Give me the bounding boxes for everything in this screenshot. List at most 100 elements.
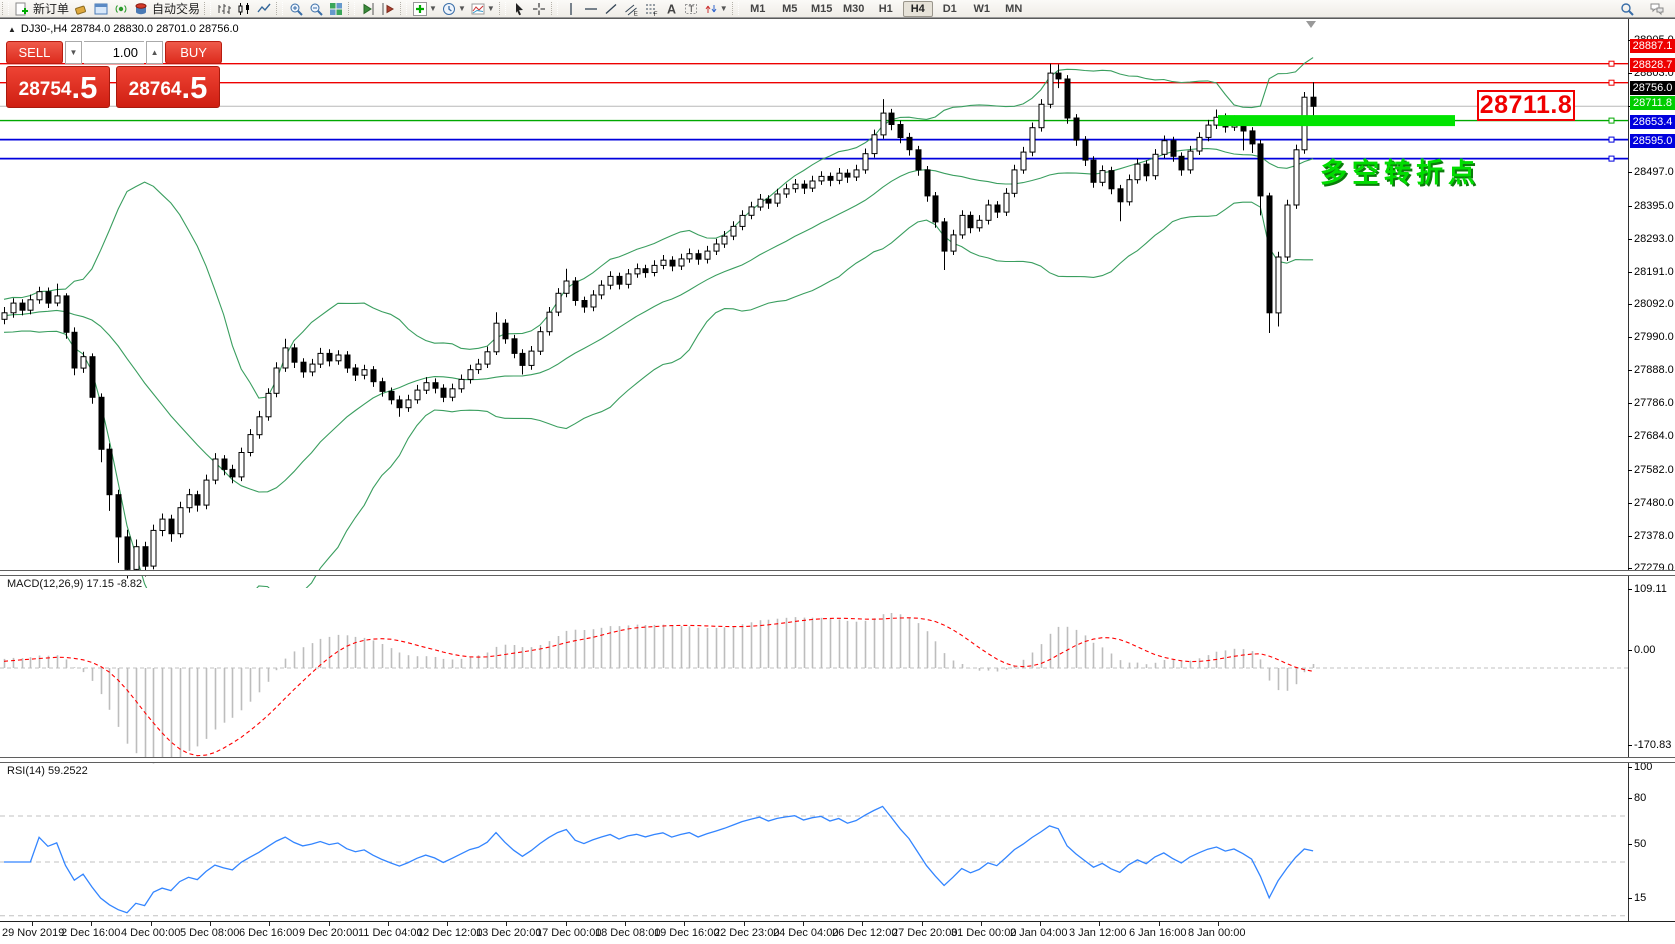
buy-price-button[interactable]: 28764.5 bbox=[116, 66, 220, 108]
timeframe-M5-button[interactable]: M5 bbox=[782, 2, 798, 15]
toolbar-grip[interactable] bbox=[498, 2, 506, 15]
timeframe-M30-button[interactable]: M30 bbox=[843, 2, 865, 15]
new-order-label: 新订单 bbox=[33, 2, 70, 16]
time-tick-label: 6 Jan 16:00 bbox=[1129, 927, 1187, 939]
chart-shift-icon bbox=[382, 2, 395, 15]
dropdown-arrow-icon[interactable]: ▼ bbox=[429, 4, 437, 13]
toolbar-grip[interactable] bbox=[348, 2, 356, 15]
add-indicator-button[interactable]: ▼ bbox=[410, 1, 439, 17]
tile-windows-button[interactable] bbox=[326, 1, 346, 17]
chat-button[interactable] bbox=[1647, 1, 1667, 17]
timeframe-H4-button[interactable]: H4 bbox=[902, 0, 933, 17]
price-tick-label: 27378.0 bbox=[1634, 530, 1674, 542]
label-button[interactable]: T bbox=[681, 1, 701, 17]
rsi-axis-label: 50 bbox=[1634, 838, 1647, 850]
crosshair-button[interactable] bbox=[529, 1, 549, 17]
vline-button[interactable] bbox=[561, 1, 581, 17]
trendline-icon bbox=[605, 3, 617, 14]
price-tick-mark bbox=[1628, 239, 1632, 240]
time-tick-label: 22 Dec 23:00 bbox=[714, 927, 780, 939]
dropdown-arrow-icon[interactable]: ▼ bbox=[457, 4, 466, 13]
price-badge: 28828.7 bbox=[1630, 58, 1675, 72]
timeframe-D1-button[interactable]: D1 bbox=[942, 2, 957, 15]
price-annotation-box[interactable]: 28711.8 bbox=[1477, 90, 1575, 121]
time-tick-mark bbox=[1159, 922, 1160, 926]
timeframe-MN-button[interactable]: MN bbox=[1005, 2, 1023, 15]
chart-shift-button[interactable] bbox=[378, 1, 398, 17]
trendline-button[interactable] bbox=[601, 1, 621, 17]
time-tick-label: 2 Dec 16:00 bbox=[61, 927, 121, 939]
search-icon bbox=[1621, 2, 1634, 16]
timeframe-H1-button[interactable]: H1 bbox=[878, 2, 893, 15]
search-button[interactable] bbox=[1617, 1, 1637, 17]
price-tick-label: 27684.0 bbox=[1634, 430, 1674, 442]
macd-axis-label: 0.00 bbox=[1634, 644, 1656, 656]
period-button[interactable]: ▼ bbox=[439, 1, 468, 17]
zoom-in-button[interactable] bbox=[286, 1, 306, 17]
toolbar-grip[interactable] bbox=[2, 2, 9, 15]
toolbar-grip[interactable] bbox=[731, 2, 739, 15]
line-endpoint-marker[interactable] bbox=[1608, 79, 1615, 86]
toolbar-grip[interactable] bbox=[204, 2, 212, 15]
template-button[interactable]: ▼ bbox=[468, 1, 497, 17]
candles-chart-button[interactable] bbox=[234, 1, 254, 17]
volume-increase-button[interactable]: ▲ bbox=[146, 41, 164, 64]
time-tick-label: 13 Dec 20:00 bbox=[476, 927, 542, 939]
line-endpoint-marker[interactable] bbox=[1608, 60, 1615, 67]
toolbar-grip[interactable] bbox=[276, 2, 284, 15]
collapse-one-click-icon[interactable]: ▲ bbox=[8, 24, 16, 34]
macd-panel[interactable] bbox=[0, 613, 1628, 764]
turning-point-highlight-bar[interactable] bbox=[1218, 115, 1455, 127]
rsi-panel[interactable] bbox=[0, 805, 1628, 917]
auto-scroll-button[interactable] bbox=[358, 1, 378, 17]
line-endpoint-marker[interactable] bbox=[1608, 136, 1615, 143]
timeframe-W1-button[interactable]: W1 bbox=[973, 2, 990, 15]
price-tick-mark bbox=[1628, 503, 1632, 504]
hline-icon bbox=[584, 7, 597, 10]
channel-button[interactable]: E bbox=[621, 1, 641, 17]
time-tick-label: 27 Dec 20:00 bbox=[892, 927, 958, 939]
price-tick-mark bbox=[1628, 304, 1632, 305]
toolbar-grip[interactable] bbox=[400, 2, 408, 15]
sell-price-button[interactable]: 28754.5 bbox=[6, 66, 110, 108]
line-endpoint-marker[interactable] bbox=[1608, 117, 1615, 124]
bars-chart-button[interactable] bbox=[214, 1, 234, 17]
time-tick-label: 17 Dec 00:00 bbox=[536, 927, 602, 939]
toolbar-grip[interactable] bbox=[550, 2, 558, 15]
line-chart-button[interactable] bbox=[254, 1, 274, 17]
zoom-out-button[interactable] bbox=[306, 1, 326, 17]
autotrade-button[interactable]: 自动交易 bbox=[131, 1, 202, 17]
dropdown-arrow-icon[interactable]: ▼ bbox=[486, 4, 495, 13]
sell-button[interactable]: SELL bbox=[6, 41, 63, 64]
panel-separator-macd[interactable] bbox=[0, 570, 1675, 576]
window-button[interactable] bbox=[91, 1, 111, 17]
turning-point-annotation[interactable]: 多空转折点 bbox=[1320, 158, 1480, 188]
line-endpoint-marker[interactable] bbox=[1608, 155, 1615, 162]
time-tick-mark bbox=[744, 922, 745, 926]
text-button[interactable]: A bbox=[661, 1, 681, 17]
chart-shift-marker[interactable] bbox=[1306, 21, 1316, 28]
sell-price-main: 28754 bbox=[18, 79, 72, 100]
timeframe-M15-button[interactable]: M15 bbox=[811, 2, 833, 15]
chart-canvas[interactable] bbox=[0, 37, 1675, 939]
volume-input[interactable] bbox=[84, 41, 144, 64]
rsi-line bbox=[4, 805, 1314, 914]
buy-button[interactable]: BUY bbox=[165, 41, 222, 64]
time-tick-label: 2 Jan 04:00 bbox=[1010, 927, 1068, 939]
cursor-button[interactable] bbox=[509, 1, 529, 17]
signal-button[interactable] bbox=[111, 1, 131, 17]
fibonacci-button[interactable]: F bbox=[641, 1, 661, 17]
time-tick-mark bbox=[1218, 922, 1219, 926]
arrows-button[interactable]: ▼ bbox=[701, 1, 730, 17]
main-price-panel[interactable] bbox=[0, 57, 1628, 644]
dropdown-arrow-icon[interactable]: ▼ bbox=[719, 4, 728, 13]
timeframe-M1-button[interactable]: M1 bbox=[750, 2, 766, 15]
time-tick-mark bbox=[447, 922, 448, 926]
panel-separator-rsi[interactable] bbox=[0, 757, 1675, 763]
time-axis[interactable]: 29 Nov 2019 2 Dec 16:00 4 Dec 00:00 5 Dec 0… bbox=[0, 921, 1675, 944]
volume-decrease-button[interactable]: ▼ bbox=[64, 41, 82, 64]
rsi-tick-mark bbox=[1628, 844, 1632, 845]
new-order-button[interactable]: 新订单 bbox=[12, 1, 71, 17]
hline-button[interactable] bbox=[581, 1, 601, 17]
eraser-button[interactable] bbox=[71, 1, 91, 17]
